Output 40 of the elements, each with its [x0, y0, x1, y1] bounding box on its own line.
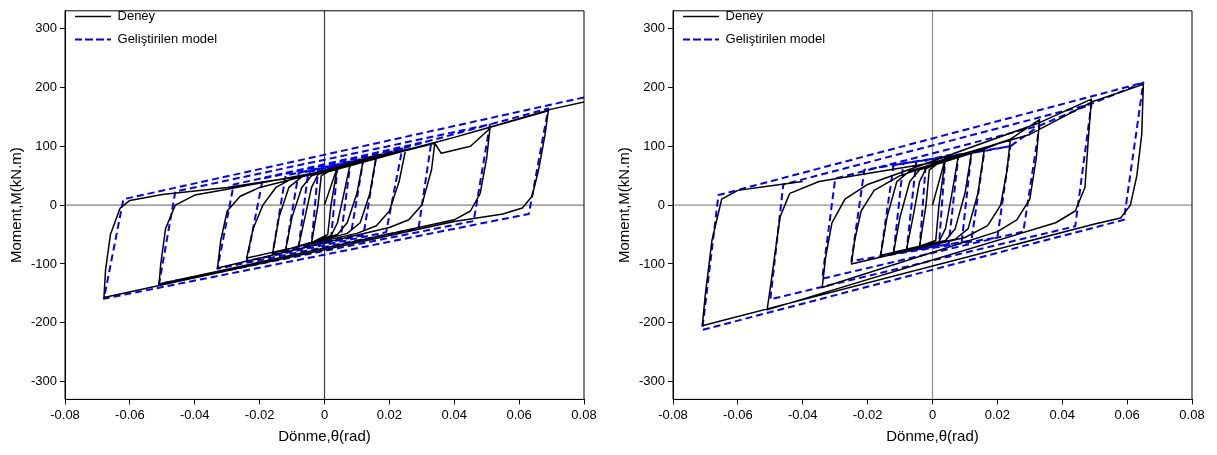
x-tick-label: 0.04 [441, 406, 467, 422]
legend-label: Deney [117, 8, 156, 24]
y-tick-label: 300 [35, 20, 58, 36]
x-axis-title: Dönme,θ(rad) [886, 427, 979, 445]
y-tick-label: -200 [638, 314, 666, 330]
y-tick-label: -300 [30, 373, 58, 389]
x-tick-label: 0.04 [1049, 406, 1075, 422]
legend-label: Geliştirilen model [117, 31, 218, 47]
x-tick-label: 0.06 [1114, 406, 1140, 422]
y-tick-label: 200 [643, 78, 666, 94]
y-tick-label: -100 [30, 255, 58, 271]
x-tick-label: 0 [320, 406, 329, 422]
x-tick-label: 0.02 [376, 406, 403, 422]
y-tick-label: 300 [643, 20, 666, 36]
y-axis-title: Moment,M(kN.m) [7, 147, 25, 264]
x-tick-label: -0.06 [723, 406, 753, 422]
x-tick-label: -0.04 [179, 406, 210, 422]
x-tick-label: 0.08 [571, 406, 597, 422]
x-tick-label: 0.08 [1179, 406, 1205, 422]
y-tick-label: 100 [35, 137, 58, 153]
y-tick-label: -200 [30, 314, 58, 330]
x-tick-label: 0.06 [506, 406, 532, 422]
y-tick-label: -300 [638, 373, 666, 389]
x-tick-label: 0.02 [984, 406, 1011, 422]
x-tick-label: -0.08 [658, 406, 688, 422]
x-tick-label: -0.04 [787, 406, 818, 422]
y-tick-label: 0 [657, 196, 666, 212]
y-axis-title: Moment,M(kN.m) [615, 147, 633, 264]
x-tick-label: -0.02 [244, 406, 275, 422]
y-tick-label: -100 [638, 255, 666, 271]
legend-label: Deney [725, 8, 764, 24]
legend-label: Geliştirilen model [725, 31, 826, 47]
x-tick-label: -0.02 [852, 406, 883, 422]
x-tick-label: 0 [928, 406, 937, 422]
x-axis-title: Dönme,θ(rad) [278, 427, 371, 445]
x-tick-label: -0.06 [115, 406, 145, 422]
y-tick-label: 0 [49, 196, 58, 212]
y-tick-label: 200 [35, 78, 58, 94]
y-tick-label: 100 [643, 137, 666, 153]
x-tick-label: -0.08 [50, 406, 80, 422]
